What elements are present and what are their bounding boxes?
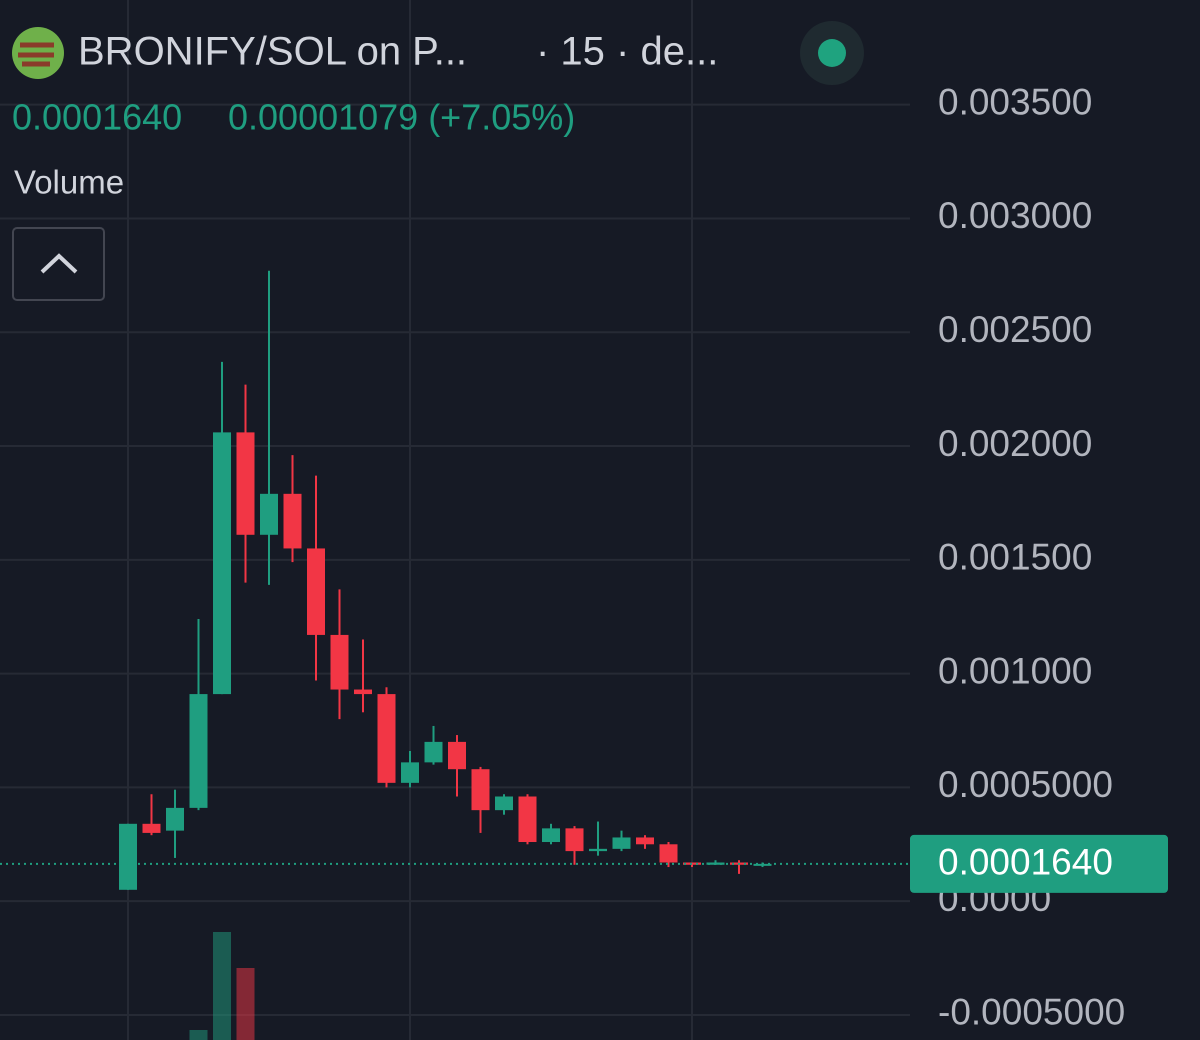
y-tick-label: 0.001500 [938, 537, 1092, 578]
candle-body [119, 823, 137, 890]
y-tick-label: 0.0005000 [938, 764, 1113, 805]
status-dot [818, 39, 846, 67]
candle-body [213, 432, 231, 695]
candle-body [518, 796, 537, 843]
candle-body [354, 689, 372, 695]
last-price: 0.0001640 [12, 97, 182, 138]
volume-bar [213, 932, 231, 1040]
chart-subtitle: · 15 · de... [536, 30, 718, 74]
collapse-icon [40, 253, 78, 274]
candle-body [565, 828, 584, 852]
chart-title: BRONIFY/SOL on P... [78, 30, 467, 74]
price-change: 0.00001079 (+7.05%) [228, 97, 575, 138]
candle-body [330, 634, 349, 690]
candle-body [448, 741, 466, 770]
volume-label: Volume [14, 164, 124, 201]
candle-body [612, 837, 631, 849]
token-icon-detail [18, 42, 54, 67]
y-tick-label: 0.003500 [938, 81, 1092, 122]
candle-body [142, 823, 161, 833]
last-price-label: 0.0001640 [938, 842, 1113, 883]
candle-body [377, 694, 396, 783]
candle-body [542, 828, 560, 843]
candle-body [424, 741, 443, 763]
y-tick-label: 0.002500 [938, 309, 1092, 350]
candle-body [659, 844, 678, 863]
volume-bar [236, 968, 255, 1040]
plot [0, 270, 910, 1040]
candle-body [636, 837, 654, 845]
grid [0, 0, 910, 1040]
candle-body [166, 807, 184, 831]
collapse-button[interactable] [12, 227, 105, 301]
y-tick-label: 0.001000 [938, 650, 1092, 691]
volume-bar [189, 1030, 208, 1040]
candle-body [589, 848, 607, 852]
y-tick-label: 0.003000 [938, 195, 1092, 236]
candle-body [307, 548, 325, 635]
candle-body [495, 796, 513, 811]
candle-body [283, 493, 302, 549]
candle-body [236, 432, 255, 535]
last-price-badge [910, 834, 1168, 893]
y-axis: 0.003500 0.003000 0.002500 0.002000 0.001500… [910, 81, 1168, 1033]
y-tick-label: -0.0005000 [938, 992, 1125, 1033]
header: BRONIFY/SOL on P... · 15 · de... 0.00016… [12, 21, 864, 301]
y-tick-label: 0.002000 [938, 423, 1092, 464]
candle-body [401, 762, 419, 783]
candle-body [189, 694, 208, 808]
candle-body [260, 493, 278, 535]
candle-body [471, 769, 490, 811]
